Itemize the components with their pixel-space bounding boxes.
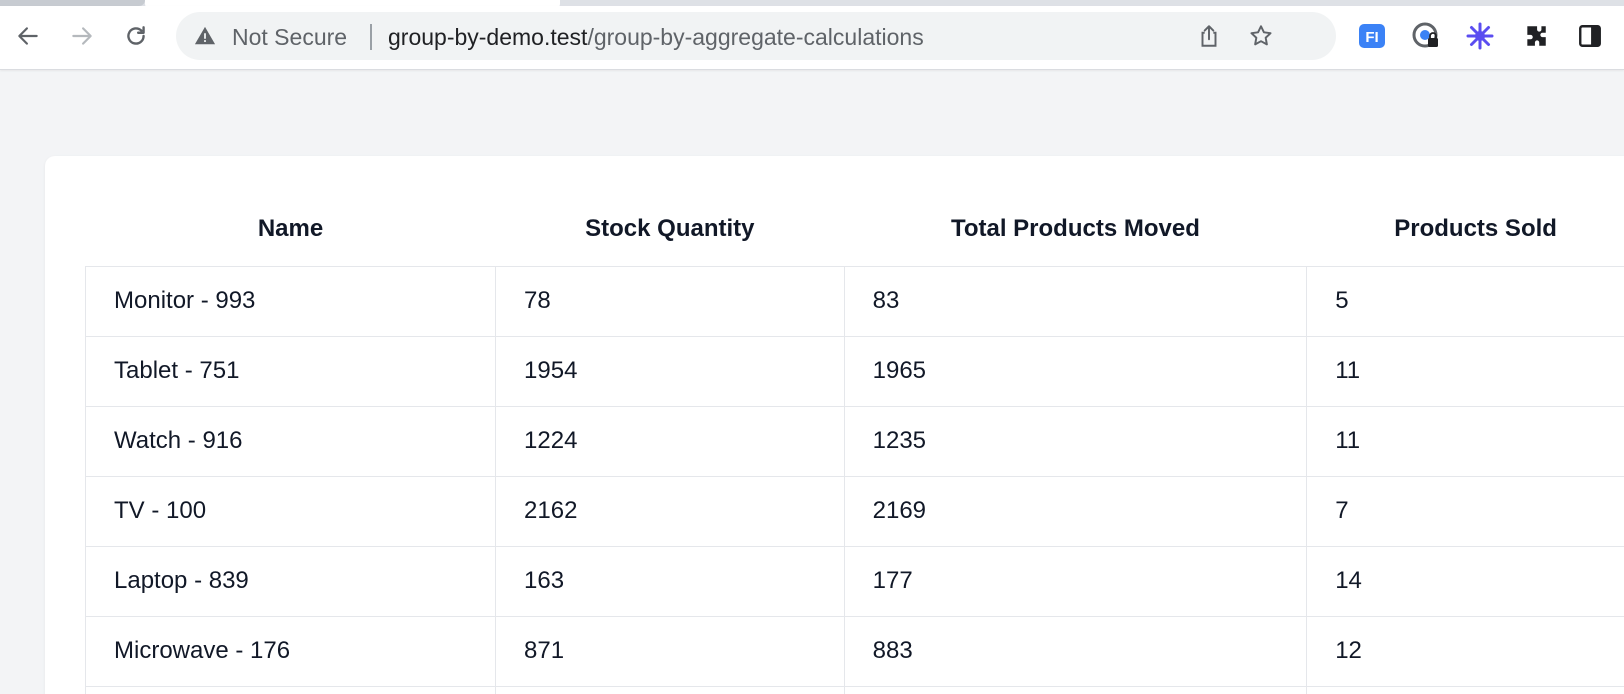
cell-total-products-moved: 83 <box>843 265 1308 337</box>
table-row: Monitor - 993 78 83 5 <box>84 265 1624 337</box>
puzzle-icon <box>1527 26 1546 46</box>
cell-name <box>84 685 497 694</box>
side-panel-button[interactable] <box>1576 22 1604 50</box>
column-header-total-products-moved[interactable]: Total Products Moved <box>950 214 1200 242</box>
url-host: group-by-demo.test <box>388 24 588 50</box>
security-label[interactable]: Not Secure <box>232 24 348 50</box>
table-row: Microwave - 176 871 883 12 <box>84 615 1624 687</box>
cell-total-products-moved: 1235 <box>843 405 1308 477</box>
cell-products-sold: 7 <box>1306 475 1624 547</box>
address-bar[interactable]: Not Secure group-by-demo.test/group-by-a… <box>176 12 1336 60</box>
cell-name: Watch - 916 <box>84 405 497 477</box>
cell-name: TV - 100 <box>84 475 497 547</box>
column-header-products-sold[interactable]: Products Sold <box>1394 214 1557 242</box>
omnibox-divider <box>370 24 372 50</box>
cell-name: Tablet - 751 <box>84 335 497 407</box>
cell-products-sold: 12 <box>1306 615 1624 687</box>
fi-badge-icon: FI <box>1359 24 1385 48</box>
cell-products-sold: 11 <box>1306 405 1624 477</box>
cell-stock-quantity: 78 <box>495 265 845 337</box>
tab-active[interactable] <box>145 0 560 8</box>
cell-stock-quantity: 163 <box>495 545 845 617</box>
sidepanel-icon <box>1579 25 1601 47</box>
back-button[interactable] <box>12 20 44 52</box>
table-header-row: Name Stock Quantity Total Products Moved… <box>86 196 1624 266</box>
share-icon[interactable] <box>1196 23 1222 49</box>
cell-stock-quantity <box>495 685 845 694</box>
table-row: Watch - 916 1224 1235 11 <box>84 405 1624 477</box>
warning-icon <box>194 26 216 45</box>
cell-products-sold: 14 <box>1306 545 1624 617</box>
cell-name: Microwave - 176 <box>84 615 497 687</box>
sparkle-badge-icon <box>1466 22 1494 50</box>
extensions-button[interactable] <box>1522 22 1550 50</box>
extension-fi-icon[interactable]: FI <box>1358 22 1386 50</box>
cell-total-products-moved: 883 <box>843 615 1308 687</box>
cell-stock-quantity: 2162 <box>495 475 845 547</box>
cell-stock-quantity: 1954 <box>495 335 845 407</box>
content-card: Name Stock Quantity Total Products Moved… <box>45 156 1624 694</box>
forward-icon <box>72 27 92 45</box>
column-header-name[interactable]: Name <box>257 214 324 242</box>
table-row: Laptop - 839 163 177 14 <box>84 545 1624 617</box>
reload-icon <box>127 26 145 45</box>
extension-sparkle-icon[interactable] <box>1466 22 1494 50</box>
table-row: Tablet - 751 1954 1965 11 <box>84 335 1624 407</box>
products-table: Name Stock Quantity Total Products Moved… <box>84 196 1624 694</box>
forward-button[interactable] <box>66 20 98 52</box>
svg-text:FI: FI <box>1365 29 1378 46</box>
cell-products-sold <box>1306 685 1624 694</box>
lock-badge-icon <box>1412 22 1438 48</box>
cell-products-sold: 5 <box>1306 265 1624 337</box>
cell-total-products-moved <box>843 685 1308 694</box>
cell-name: Laptop - 839 <box>84 545 497 617</box>
column-header-stock-quantity[interactable]: Stock Quantity <box>585 214 755 242</box>
cell-stock-quantity: 871 <box>495 615 845 687</box>
cell-total-products-moved: 2169 <box>843 475 1308 547</box>
browser-toolbar: Not Secure group-by-demo.test/group-by-a… <box>0 6 1624 70</box>
star-icon[interactable] <box>1248 23 1274 49</box>
tab-inactive[interactable] <box>0 0 145 6</box>
tab-strip <box>0 0 1624 8</box>
extension-lock-icon[interactable] <box>1412 22 1440 50</box>
url-path: /group-by-aggregate-calculations <box>587 24 924 50</box>
back-icon <box>18 27 38 45</box>
url-text[interactable]: group-by-demo.test/group-by-aggregate-ca… <box>388 24 924 51</box>
table-row: TV - 100 2162 2169 7 <box>84 475 1624 547</box>
reload-button[interactable] <box>120 20 152 52</box>
cell-total-products-moved: 1965 <box>843 335 1308 407</box>
cell-name: Monitor - 993 <box>84 265 497 337</box>
cell-products-sold: 11 <box>1306 335 1624 407</box>
table-row <box>84 685 1624 694</box>
cell-total-products-moved: 177 <box>843 545 1308 617</box>
cell-stock-quantity: 1224 <box>495 405 845 477</box>
